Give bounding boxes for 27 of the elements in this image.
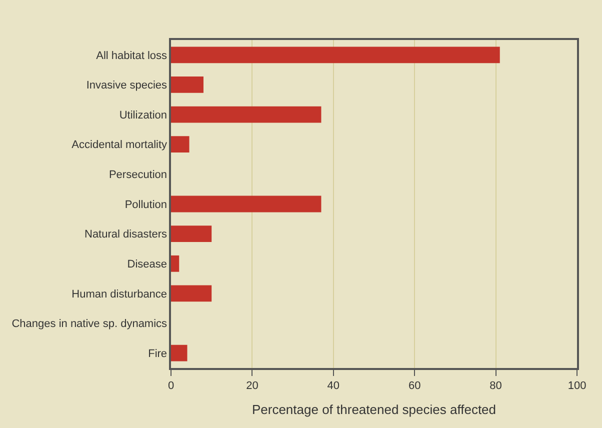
x-tick-label: 0 xyxy=(168,380,174,392)
bar xyxy=(171,196,322,212)
bar xyxy=(171,136,190,153)
bar xyxy=(171,344,188,362)
x-tick-label: 100 xyxy=(568,380,586,392)
bar xyxy=(171,285,212,302)
x-tick-label: 80 xyxy=(490,380,502,392)
y-tick-label: Persecution xyxy=(108,169,168,182)
y-tick-label: Fire xyxy=(148,348,168,360)
y-tick-label: Natural disasters xyxy=(84,228,168,241)
y-tick-label: Accidental mortality xyxy=(72,139,168,152)
y-tick-label: All habitat loss xyxy=(96,50,168,62)
y-tick-label: Human disturbance xyxy=(72,288,168,300)
y-tick-label: Changes in native sp. dynamics xyxy=(12,318,168,330)
bar xyxy=(171,46,500,64)
x-tick-label: 20 xyxy=(246,380,258,392)
x-tick-label: 40 xyxy=(327,380,340,392)
y-tick-label: Utilization xyxy=(119,109,168,122)
bar xyxy=(171,226,212,242)
bar xyxy=(171,255,180,272)
x-tick-label: 60 xyxy=(408,380,421,392)
x-axis-title: Percentage of threatened species affected xyxy=(252,402,496,418)
y-tick-label: Invasive species xyxy=(86,80,168,92)
bar xyxy=(171,76,204,93)
y-tick-label: Pollution xyxy=(124,198,168,211)
y-tick-label: Disease xyxy=(127,258,168,270)
bar xyxy=(171,106,322,123)
